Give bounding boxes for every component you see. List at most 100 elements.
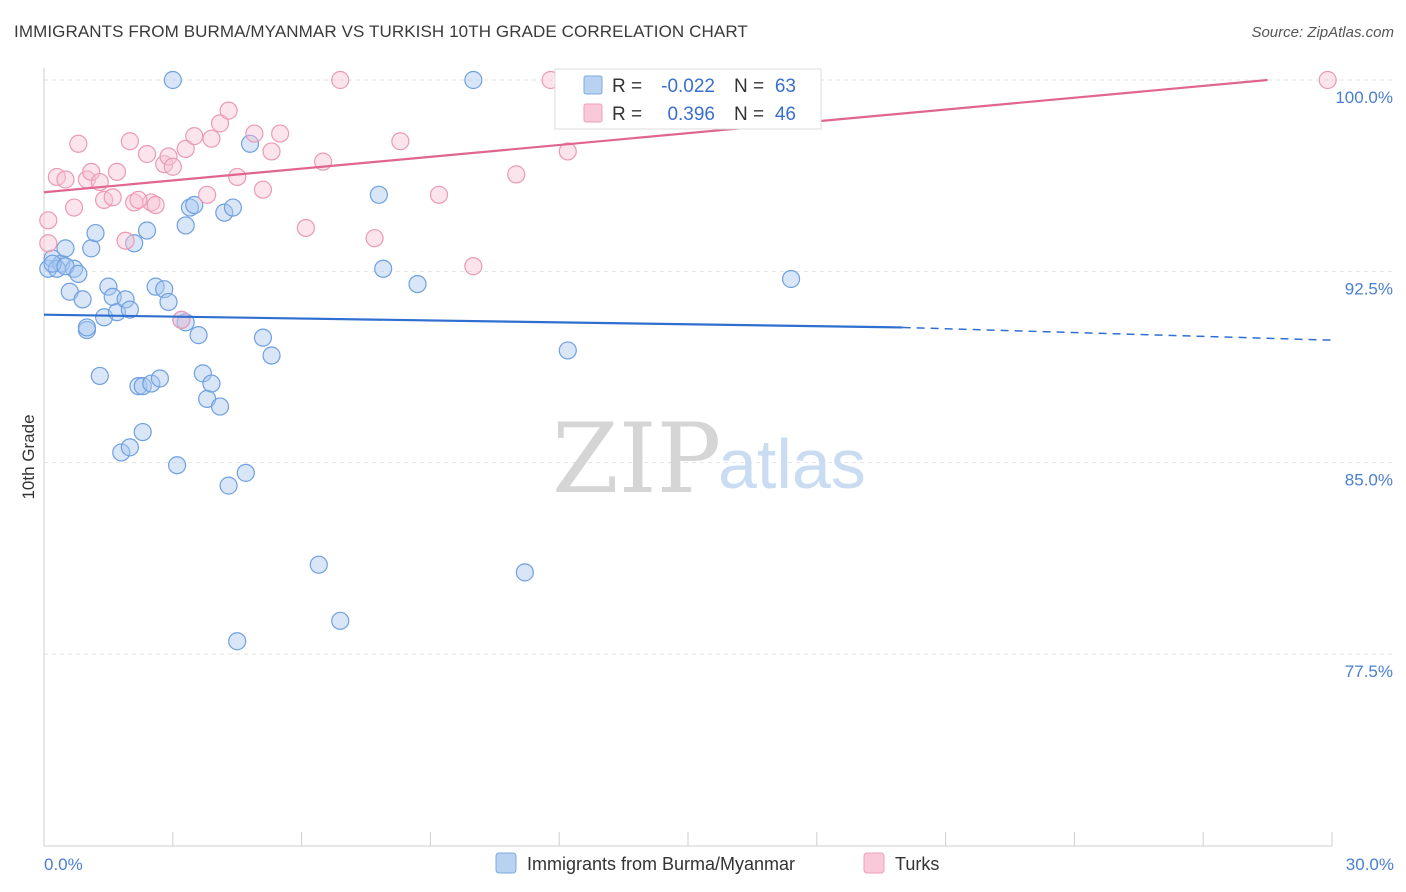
y-tick-label: 77.5% xyxy=(1345,662,1393,681)
turks-point xyxy=(120,132,139,151)
burma-point xyxy=(515,563,534,582)
burma-trend-line xyxy=(43,313,903,329)
burma-point xyxy=(464,70,483,90)
burma-point xyxy=(142,374,161,393)
turks-point xyxy=(464,257,483,276)
burma-point xyxy=(163,70,182,90)
turks-point xyxy=(210,114,230,133)
turks-point xyxy=(159,147,178,166)
turks-point xyxy=(172,310,191,329)
legend-swatch-burma xyxy=(495,852,517,874)
turks-point xyxy=(39,211,58,230)
turks-point xyxy=(64,198,84,217)
x-tick-label: 30.0% xyxy=(1346,855,1394,874)
burma-point xyxy=(185,195,204,215)
turks-point xyxy=(107,162,127,181)
burma-point xyxy=(189,326,208,345)
burma-trend-extension xyxy=(902,326,1333,341)
stats-r-value-turks: 0.396 xyxy=(667,104,715,125)
burma-point xyxy=(150,369,170,388)
burma-point xyxy=(240,134,260,153)
turks-point xyxy=(228,167,247,187)
turks-point xyxy=(39,234,58,253)
burma-point xyxy=(558,341,577,360)
burma-point xyxy=(228,632,247,651)
burma-point xyxy=(116,290,135,309)
stats-box: R = -0.022 N = 63 R = 0.396 N = 46 xyxy=(554,68,822,130)
legend-label-turks: Turks xyxy=(895,854,939,874)
turks-point xyxy=(202,129,221,148)
source-credit: Source: ZipAtlas.com xyxy=(1251,24,1394,41)
stats-r-label-burma: R = xyxy=(612,76,642,97)
stats-n-value-turks: 46 xyxy=(775,104,796,125)
turks-point xyxy=(103,188,122,207)
burma-point xyxy=(781,269,801,289)
series-burma-points xyxy=(39,70,801,651)
legend-swatch-turks xyxy=(863,852,885,874)
burma-point xyxy=(99,277,118,296)
x-ticks: 0.0% 30.0% xyxy=(44,832,1394,874)
turks-point xyxy=(558,142,577,161)
stats-n-value-burma: 63 xyxy=(775,76,796,97)
burma-point xyxy=(159,292,178,312)
turks-point xyxy=(146,195,165,215)
burma-point xyxy=(223,198,243,217)
legend-label-burma: Immigrants from Burma/Myanmar xyxy=(527,854,795,874)
y-tick-label: 85.0% xyxy=(1345,471,1393,490)
watermark-zip: ZIP xyxy=(552,403,721,515)
burma-point xyxy=(86,223,105,243)
burma-point xyxy=(167,456,187,475)
turks-point xyxy=(271,124,290,143)
y-tick-label: 100.0% xyxy=(1335,88,1393,107)
turks-point xyxy=(56,170,75,189)
y-tick-label: 92.5% xyxy=(1345,279,1393,298)
burma-point xyxy=(309,555,328,574)
turks-point xyxy=(365,229,384,248)
watermark-atlas: atlas xyxy=(718,425,866,503)
burma-point xyxy=(133,422,152,442)
burma-point xyxy=(69,264,88,283)
burma-point xyxy=(137,221,157,240)
burma-point xyxy=(262,346,281,365)
turks-trend-line xyxy=(43,78,1268,194)
burma-point xyxy=(112,443,131,462)
stats-n-label-turks: N = xyxy=(734,104,764,125)
turks-point xyxy=(331,70,350,90)
stats-r-value-burma: -0.022 xyxy=(661,76,715,97)
trend-lines xyxy=(43,78,1333,341)
turks-point xyxy=(245,124,264,143)
stats-r-label-turks: R = xyxy=(612,104,642,125)
burma-point xyxy=(176,216,195,235)
burma-point xyxy=(120,438,139,457)
y-tick-labels: 100.0% 92.5% 85.0% 77.5% xyxy=(1335,88,1393,681)
burma-point xyxy=(215,203,234,222)
burma-point xyxy=(73,290,92,309)
turks-point xyxy=(185,127,204,146)
chart-title: IMMIGRANTS FROM BURMA/MYANMAR VS TURKISH… xyxy=(14,22,748,41)
turks-point xyxy=(137,144,157,164)
turks-point xyxy=(1318,70,1337,90)
burma-point xyxy=(56,239,75,258)
turks-point xyxy=(507,165,526,184)
turks-point xyxy=(129,190,148,210)
turks-point xyxy=(429,185,449,204)
burma-point xyxy=(202,374,221,393)
turks-point xyxy=(253,180,273,199)
burma-point xyxy=(219,476,238,495)
turks-point xyxy=(69,134,88,153)
turks-point xyxy=(219,101,238,120)
burma-point xyxy=(82,239,101,258)
burma-point xyxy=(374,259,393,278)
stats-n-label-burma: N = xyxy=(734,76,764,97)
burma-point xyxy=(77,318,97,337)
stats-swatch-burma xyxy=(583,75,603,95)
turks-point xyxy=(176,139,195,158)
turks-point xyxy=(391,132,410,151)
grid-lines xyxy=(44,79,1392,655)
burma-point xyxy=(120,300,139,319)
burma-point xyxy=(408,274,427,294)
turks-point xyxy=(198,185,217,204)
turks-point xyxy=(262,142,281,161)
turks-point xyxy=(163,157,182,176)
